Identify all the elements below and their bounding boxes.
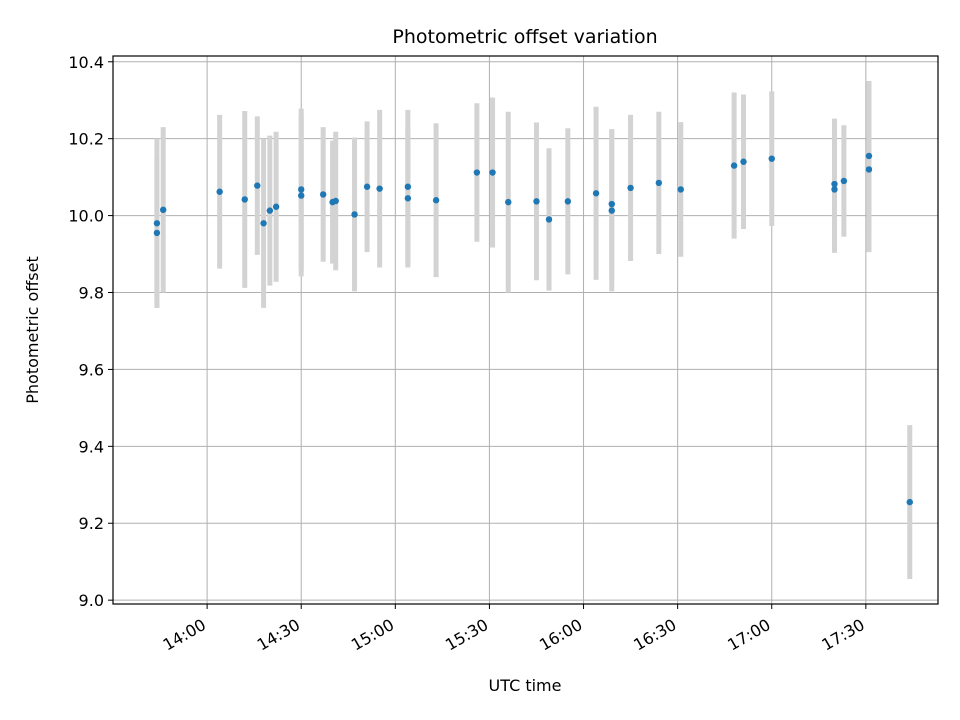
y-tick-label: 10.4 — [68, 53, 104, 72]
data-point — [740, 158, 747, 165]
data-point — [404, 195, 412, 202]
chart-title: Photometric offset variation — [392, 26, 657, 48]
data-point — [655, 179, 663, 187]
data-point — [608, 207, 615, 214]
data-point — [489, 169, 496, 176]
data-point — [266, 207, 274, 214]
data-point — [840, 177, 848, 185]
data-point — [153, 229, 161, 237]
y-tick-label: 9.0 — [79, 591, 104, 610]
data-points — [153, 152, 913, 506]
data-point — [432, 197, 440, 204]
data-point — [298, 186, 305, 193]
data-point — [592, 190, 600, 197]
y-tick-label: 9.2 — [79, 514, 104, 533]
data-point — [533, 198, 540, 205]
y-tick-label: 9.6 — [79, 360, 104, 379]
data-point — [254, 182, 261, 189]
y-tick-label: 9.4 — [79, 437, 104, 456]
data-point — [906, 498, 913, 506]
data-point — [376, 185, 383, 192]
data-point — [473, 169, 481, 176]
data-point — [241, 196, 248, 203]
data-point — [298, 192, 305, 199]
data-point — [627, 184, 634, 192]
data-point — [730, 162, 738, 169]
data-point — [677, 186, 684, 193]
data-point — [831, 180, 838, 188]
data-point — [505, 198, 512, 206]
data-point — [363, 183, 371, 190]
data-point — [153, 220, 161, 227]
data-point — [216, 188, 223, 195]
data-point — [260, 220, 267, 227]
data-point — [404, 183, 412, 190]
data-point — [564, 198, 572, 205]
data-point — [865, 166, 873, 173]
x-axis-title: UTC time — [489, 676, 562, 695]
data-point — [831, 186, 838, 193]
y-tick-label: 10.2 — [68, 130, 104, 149]
data-point — [865, 152, 873, 160]
data-point — [351, 211, 358, 218]
data-point — [159, 206, 167, 214]
data-point — [332, 197, 339, 205]
grid — [113, 56, 938, 604]
y-tick-label: 9.8 — [79, 284, 104, 303]
y-axis-title: Photometric offset — [23, 256, 42, 404]
data-point — [272, 203, 280, 210]
y-axis-ticks: 9.0 9.2 9.4 9.6 9.8 10.0 10.2 10.4 — [68, 53, 113, 610]
data-point — [768, 155, 775, 162]
data-point — [319, 191, 327, 198]
plot-frame — [112, 55, 939, 605]
data-point — [608, 200, 615, 208]
y-tick-label: 10.0 — [68, 207, 104, 226]
data-point — [545, 216, 553, 223]
